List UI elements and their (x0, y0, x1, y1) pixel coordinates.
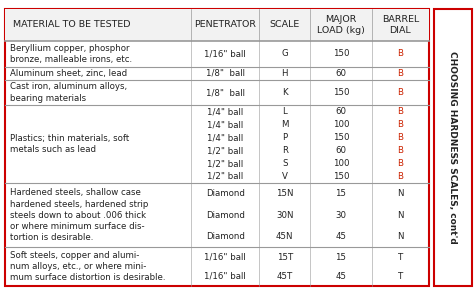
Text: Aluminum sheet, zinc, lead: Aluminum sheet, zinc, lead (10, 69, 127, 78)
Text: 100: 100 (333, 120, 349, 129)
Text: 1/4" ball: 1/4" ball (207, 133, 244, 142)
Text: B: B (397, 159, 403, 168)
Bar (434, 9, 472, 286)
Text: 1/16" ball: 1/16" ball (204, 253, 246, 262)
Text: B: B (397, 49, 403, 58)
Text: 15: 15 (336, 253, 346, 262)
Text: MATERIAL TO BE TESTED: MATERIAL TO BE TESTED (13, 20, 131, 29)
Text: Cast iron, aluminum alloys,
bearing materials: Cast iron, aluminum alloys, bearing mate… (10, 82, 127, 102)
Text: 1/2" ball: 1/2" ball (207, 146, 244, 155)
Text: 1/8"  ball: 1/8" ball (206, 88, 245, 97)
Text: 150: 150 (333, 172, 349, 181)
Text: 45T: 45T (277, 272, 293, 281)
Text: B: B (397, 172, 403, 181)
Text: T: T (398, 253, 403, 262)
Text: Diamond: Diamond (206, 232, 245, 241)
Text: SCALE: SCALE (270, 20, 300, 29)
Text: 30N: 30N (276, 211, 293, 220)
Text: 45: 45 (336, 272, 346, 281)
Text: 45N: 45N (276, 232, 293, 241)
Text: V: V (282, 172, 288, 181)
Text: H: H (282, 69, 288, 78)
Text: N: N (397, 232, 403, 241)
Text: Beryllium copper, phosphor
bronze, malleable irons, etc.: Beryllium copper, phosphor bronze, malle… (10, 44, 132, 64)
Text: P: P (282, 133, 287, 142)
Text: 60: 60 (336, 69, 346, 78)
Text: N: N (397, 189, 403, 198)
Text: B: B (397, 69, 403, 78)
Text: T: T (398, 272, 403, 281)
Text: G: G (282, 49, 288, 58)
Text: K: K (282, 88, 288, 97)
Text: 150: 150 (333, 133, 349, 142)
Text: 1/16" ball: 1/16" ball (204, 49, 246, 58)
Text: 1/2" ball: 1/2" ball (207, 172, 244, 181)
Text: 150: 150 (333, 88, 349, 97)
Text: 30: 30 (336, 211, 346, 220)
Text: Diamond: Diamond (206, 211, 245, 220)
Text: 15N: 15N (276, 189, 293, 198)
Text: 45: 45 (336, 232, 346, 241)
Bar (5, 9, 429, 286)
Text: 1/8"  ball: 1/8" ball (206, 69, 245, 78)
Text: N: N (397, 211, 403, 220)
Text: 60: 60 (336, 146, 346, 155)
Text: 1/4" ball: 1/4" ball (207, 107, 244, 117)
Text: 15T: 15T (277, 253, 293, 262)
Text: Diamond: Diamond (206, 189, 245, 198)
Text: MAJOR
LOAD (kg): MAJOR LOAD (kg) (317, 15, 365, 34)
Text: 1/16" ball: 1/16" ball (204, 272, 246, 281)
Text: PENETRATOR: PENETRATOR (194, 20, 256, 29)
Text: Hardened steels, shallow case
hardened steels, hardened strip
steels down to abo: Hardened steels, shallow case hardened s… (10, 188, 148, 242)
Text: S: S (282, 159, 288, 168)
Text: M: M (281, 120, 289, 129)
Text: Soft steels, copper and alumi-
num alloys, etc., or where mini-
mum surface dist: Soft steels, copper and alumi- num alloy… (10, 251, 165, 282)
Text: R: R (282, 146, 288, 155)
Text: 60: 60 (336, 107, 346, 117)
Text: 100: 100 (333, 159, 349, 168)
Text: 1/2" ball: 1/2" ball (207, 159, 244, 168)
Bar (5, 9, 429, 41)
Text: B: B (397, 88, 403, 97)
Text: 1/4" ball: 1/4" ball (207, 120, 244, 129)
Text: B: B (397, 146, 403, 155)
Text: Plastics; thin materials, soft
metals such as lead: Plastics; thin materials, soft metals su… (10, 134, 129, 154)
Text: L: L (283, 107, 287, 117)
Text: B: B (397, 120, 403, 129)
Text: 15: 15 (336, 189, 346, 198)
Text: 150: 150 (333, 49, 349, 58)
Text: CHOOSING HARDNESS SCALES, cont'd: CHOOSING HARDNESS SCALES, cont'd (448, 51, 457, 244)
Text: BARREL
DIAL: BARREL DIAL (382, 15, 419, 34)
Text: B: B (397, 133, 403, 142)
Text: B: B (397, 107, 403, 117)
